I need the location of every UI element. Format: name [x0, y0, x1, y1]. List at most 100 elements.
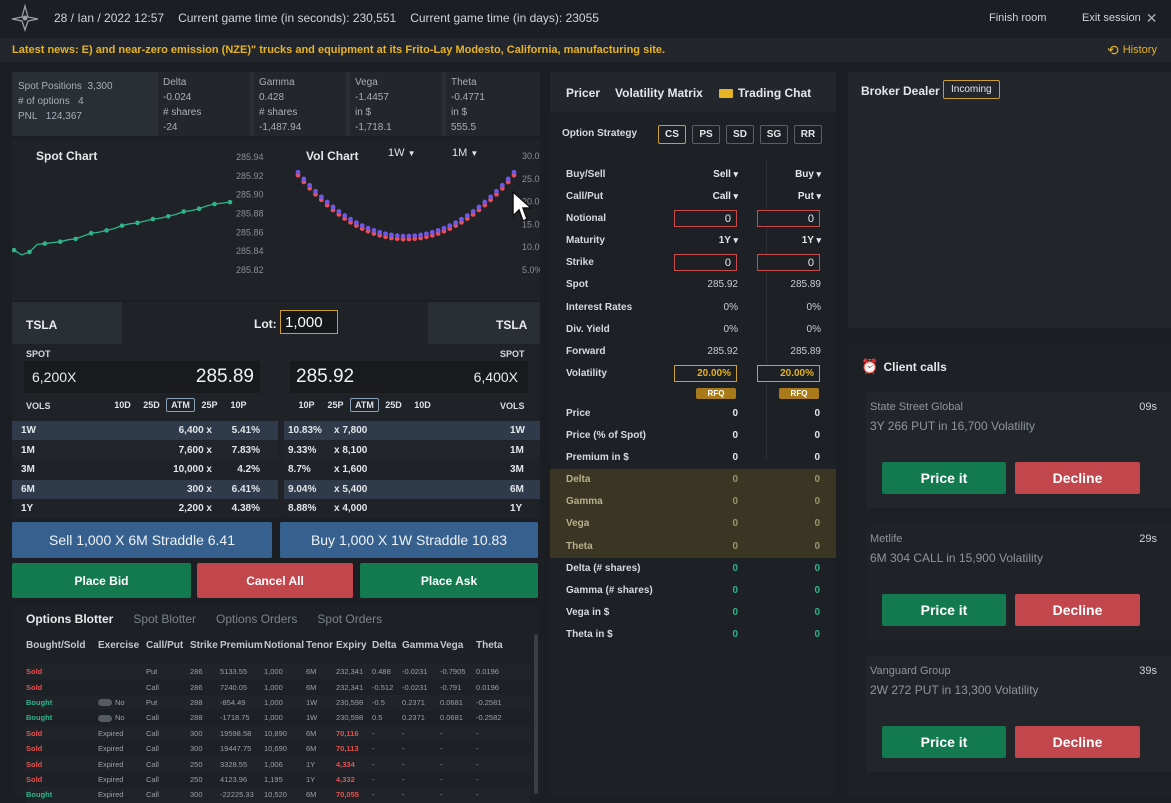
vol-point-bid [336, 209, 342, 214]
finish-room-button[interactable]: Finish room [989, 12, 1047, 24]
tab-volatility-matrix[interactable]: Volatility Matrix [615, 86, 703, 100]
exit-session-button[interactable]: Exit session ✕ [1082, 10, 1157, 27]
pricer-input[interactable] [757, 254, 820, 272]
pricer-dropdown[interactable]: Buy ▾ [773, 169, 821, 180]
right-delta-header: 10P 25P ATM 25D 10D [292, 398, 437, 412]
price-it-button[interactable]: Price it [882, 594, 1006, 626]
vol-point-bid [488, 194, 494, 200]
vol-point-bid [324, 199, 330, 205]
result-label: Premium in $ [566, 452, 629, 464]
blotter-tab-spot-blotter[interactable]: Spot Blotter [133, 612, 197, 626]
sell-straddle-button[interactable]: Sell 1,000 X 6M Straddle 6.41 [12, 522, 272, 558]
vol-ladder-row[interactable]: 6M 300 x 6.41% 9.04% x 5,400 6M [12, 479, 540, 500]
row-right-bg [284, 479, 540, 499]
blotter-tab-options-blotter[interactable]: Options Blotter [26, 612, 114, 626]
strategy-sg-button[interactable]: SG [760, 125, 788, 144]
blotter-row[interactable]: Sold Expired Call 300 19598.58 10,890 6M 70,116… [26, 725, 530, 741]
pricer-dropdown[interactable]: 1Y ▾ [690, 235, 738, 246]
blotter-row[interactable]: Sold Put 286 5133.55 1,000 6M 232,341 0.488 -0.0… [26, 664, 530, 680]
decline-button[interactable]: Decline [1015, 594, 1140, 626]
dropdown-value: 1Y [718, 235, 731, 247]
result-value-a: 0 [732, 562, 738, 574]
spot-positions-value: 3,300 [87, 81, 113, 92]
vol-delta-header[interactable]: 10D [114, 400, 131, 410]
place-ask-button[interactable]: Place Ask [360, 563, 538, 598]
right-size: x 7,800 [334, 425, 368, 436]
rfq-button-1[interactable]: RFQ [696, 388, 736, 399]
pricer-dropdown[interactable]: Put ▾ [773, 191, 821, 202]
blotter-row[interactable]: Sold Expired Call 250 3328.55 1,006 1Y 4,334 - - -… [26, 756, 530, 772]
blotter-tab-spot-orders[interactable]: Spot Orders [317, 612, 383, 626]
decline-button[interactable]: Decline [1015, 462, 1140, 494]
blotter-cell: -0.0231 [402, 682, 428, 692]
blotter-row[interactable]: Sold Expired Call 250 4123.96 1,195 1Y 4,332 - - -… [26, 771, 530, 788]
vol-tenor-dropdown-2[interactable]: 1M ▼ [452, 147, 478, 159]
pricer-dropdown[interactable]: Call ▾ [690, 191, 738, 202]
dropdown-value: 1Y [801, 235, 814, 247]
blotter-row[interactable]: Bought Expired Call 300 -22225.33 10,520 6M 70,… [26, 787, 530, 803]
exercise-toggle[interactable] [98, 699, 112, 707]
vol-ladder-row[interactable]: 1M 7,600 x 7.83% 9.33% x 8,100 1M [12, 440, 540, 461]
history-button[interactable]: ⟲ History [1107, 42, 1157, 59]
pricer-dropdown[interactable]: 1Y ▾ [773, 235, 821, 246]
vol-ytick: 5.0% [522, 265, 540, 275]
blotter-scrollbar[interactable] [534, 634, 538, 794]
vol-delta-header[interactable]: 25D [143, 400, 160, 410]
rfq-button-2[interactable]: RFQ [779, 388, 819, 399]
blotter-tab-options-orders[interactable]: Options Orders [216, 612, 298, 626]
vol-delta-header[interactable]: ATM [350, 398, 379, 412]
blotter-cell: - [402, 759, 405, 769]
tab-pricer[interactable]: Pricer [566, 86, 601, 100]
bid-box[interactable]: 6,200X 285.89 [24, 361, 260, 393]
place-bid-button[interactable]: Place Bid [12, 563, 191, 598]
buy-straddle-button[interactable]: Buy 1,000 X 1W Straddle 10.83 [280, 522, 538, 558]
tenor-left: 1M [21, 444, 35, 456]
vol-delta-header[interactable]: 10D [414, 400, 431, 410]
volatility-input[interactable] [757, 364, 820, 382]
right-size: x 1,600 [334, 464, 368, 475]
vol-delta-header[interactable]: ATM [166, 398, 195, 412]
vol-delta-header[interactable]: 10P [298, 400, 315, 410]
vol-delta-header[interactable]: 25D [385, 400, 402, 410]
blotter-row[interactable]: Sold Expired Call 300 19447.75 10,690 6M 70,113… [26, 740, 530, 757]
ask-box[interactable]: 285.92 6,400X [290, 361, 528, 393]
vol-tenor-dropdown-1[interactable]: 1W ▼ [388, 147, 415, 159]
pricer-input[interactable] [674, 254, 737, 272]
pricer-row: Spot 285.92 285.89 [550, 274, 836, 296]
vol-point-bid [418, 232, 423, 238]
price-it-button[interactable]: Price it [882, 726, 1006, 758]
incoming-badge[interactable]: Incoming [943, 80, 1000, 99]
strategy-sd-button[interactable]: SD [726, 125, 754, 144]
lot-input[interactable] [280, 310, 338, 334]
blotter-cell: 6M [306, 682, 317, 692]
spot-label-left: SPOT [26, 349, 51, 359]
blotter-cell: 0.2371 [402, 697, 425, 707]
vol-ladder-row[interactable]: 1Y 2,200 x 4.38% 8.88% x 4,000 1Y [12, 499, 540, 519]
pricer-input[interactable] [674, 210, 737, 228]
client-call-card: Metlife 29s 6M 304 CALL in 15,900 Volatili… [866, 524, 1171, 640]
blotter-row[interactable]: Bought No Put 288 -854.49 1,000 1W 230,598 -0.5 0… [26, 694, 530, 711]
decline-button[interactable]: Decline [1015, 726, 1140, 758]
cancel-all-button[interactable]: Cancel All [197, 563, 353, 598]
blotter-row[interactable]: Bought No Call 288 -1718.75 1,000 1W 230,598 0.5… [26, 710, 530, 726]
blotter-row[interactable]: Sold Call 286 7240.05 1,000 6M 232,341 -0.512 -0… [26, 679, 530, 695]
price-it-button[interactable]: Price it [882, 462, 1006, 494]
vol-ladder-row[interactable]: 3M 10,000 x 4.2% 8.7% x 1,600 3M [12, 460, 540, 480]
blotter-header: Bought/Sold Exercise Call/Put Strike Premium… [26, 634, 530, 656]
strategy-cs-button[interactable]: CS [658, 125, 686, 144]
pricer-dropdown[interactable]: Sell ▾ [690, 169, 738, 180]
volatility-input[interactable] [674, 364, 737, 382]
exercise-toggle[interactable] [98, 714, 112, 722]
strategy-ps-button[interactable]: PS [692, 125, 720, 144]
vol-delta-header[interactable]: 10P [230, 400, 247, 410]
alarm-clock-icon: ⏰ [861, 358, 879, 374]
pricer-input[interactable] [757, 210, 820, 228]
pricer-row-label: Spot [566, 279, 589, 291]
vol-delta-header[interactable]: 25P [201, 400, 218, 410]
tab-trading-chat[interactable]: Trading Chat [718, 86, 811, 100]
dropdown-value: Sell [713, 169, 731, 180]
vol-ladder-row[interactable]: 1W 6,400 x 5.41% 10.83% x 7,800 1W [12, 421, 540, 441]
vol-delta-header[interactable]: 25P [327, 400, 344, 410]
vol-chart: 30.0% 25.0% 20.0% 15.0% 10.0% 5.0% [295, 151, 540, 275]
strategy-rr-button[interactable]: RR [794, 125, 822, 144]
